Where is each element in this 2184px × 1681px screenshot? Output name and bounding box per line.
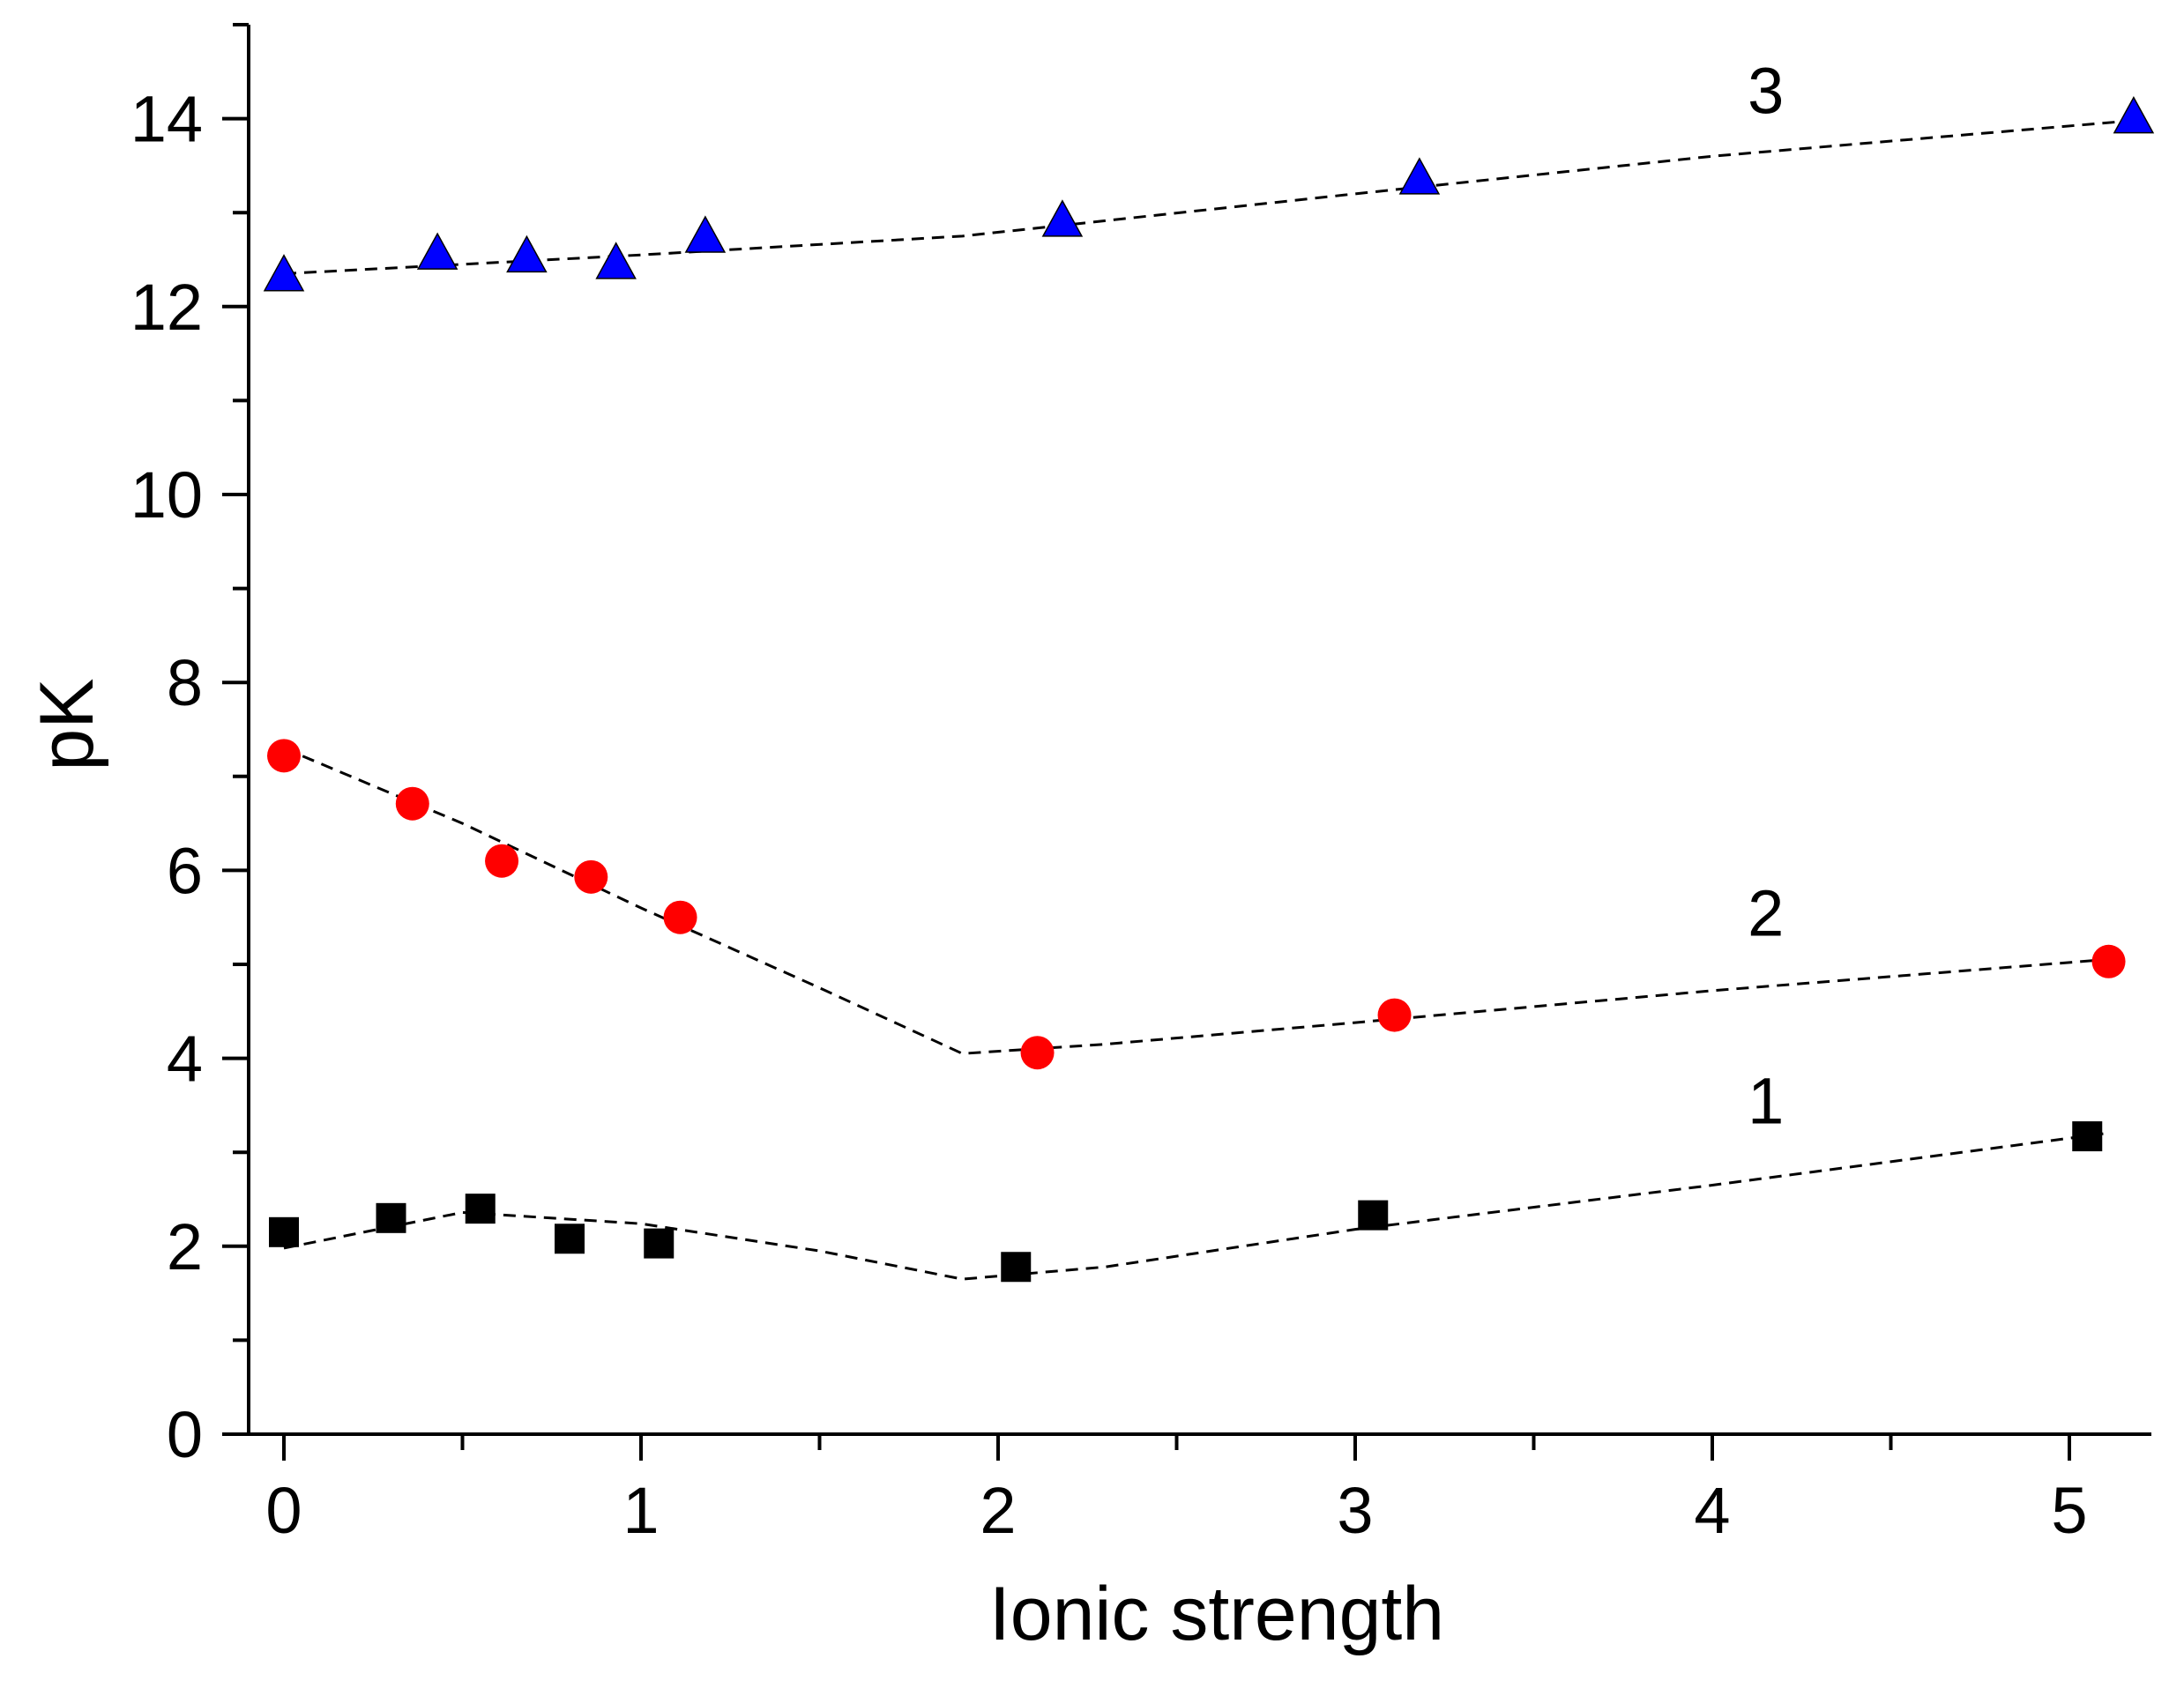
data-point-series-1 xyxy=(2072,1121,2103,1152)
curve-label-2: 2 xyxy=(1748,876,1784,949)
fit-line-series-1 xyxy=(283,1132,2106,1281)
data-point-series-3 xyxy=(2113,96,2155,134)
fit-lines xyxy=(283,119,2135,1281)
data-point-series-3 xyxy=(263,254,305,292)
data-point-series-1 xyxy=(644,1228,675,1259)
curve-label-1: 1 xyxy=(1748,1065,1784,1138)
x-axis-label: Ionic strength xyxy=(989,1572,1444,1656)
y-tick-label: 10 xyxy=(130,458,203,532)
data-point-series-1 xyxy=(376,1202,406,1233)
y-tick-label: 14 xyxy=(130,83,203,156)
x-tick-label: 1 xyxy=(622,1474,659,1547)
data-point-series-1 xyxy=(555,1224,585,1254)
y-tick-label: 2 xyxy=(167,1210,203,1283)
y-tick-label: 4 xyxy=(167,1023,203,1096)
data-point-series-2 xyxy=(1377,998,1412,1032)
data-point-series-3 xyxy=(1041,199,1084,237)
data-point-series-1 xyxy=(1358,1200,1389,1231)
data-point-series-2 xyxy=(395,786,429,821)
data-point-series-2 xyxy=(1020,1036,1055,1070)
data-point-series-2 xyxy=(267,739,301,773)
data-point-series-1 xyxy=(269,1216,299,1247)
y-axis-label: pK xyxy=(25,678,109,770)
fit-line-series-2 xyxy=(283,747,2106,1055)
data-point-series-3 xyxy=(1398,157,1441,195)
data-point-series-2 xyxy=(663,900,697,934)
data-point-series-3 xyxy=(595,242,637,279)
y-tick-label: 6 xyxy=(167,834,203,907)
curve-labels: 1 2 3 xyxy=(1748,55,1784,1138)
y-tick-label: 0 xyxy=(167,1398,203,1471)
x-tick-label: 2 xyxy=(980,1474,1016,1547)
data-point-series-1 xyxy=(465,1194,496,1224)
x-tick-label: 5 xyxy=(2051,1474,2087,1547)
y-tick-label: 12 xyxy=(130,271,203,344)
data-point-series-2 xyxy=(2091,944,2126,978)
y-tick-label: 8 xyxy=(167,646,203,719)
x-tick-label: 4 xyxy=(1694,1474,1730,1547)
x-tick-label: 3 xyxy=(1337,1474,1373,1547)
data-point-series-2 xyxy=(574,859,608,894)
data-markers xyxy=(263,96,2155,1283)
fit-line-series-3 xyxy=(283,119,2135,275)
curve-label-3: 3 xyxy=(1748,55,1784,128)
axes xyxy=(222,23,2151,1461)
data-point-series-2 xyxy=(485,844,519,878)
data-point-series-3 xyxy=(416,232,458,270)
x-tick-label: 0 xyxy=(265,1474,302,1547)
data-point-series-1 xyxy=(1001,1252,1032,1283)
data-point-series-3 xyxy=(506,234,548,273)
data-point-series-3 xyxy=(684,215,727,253)
